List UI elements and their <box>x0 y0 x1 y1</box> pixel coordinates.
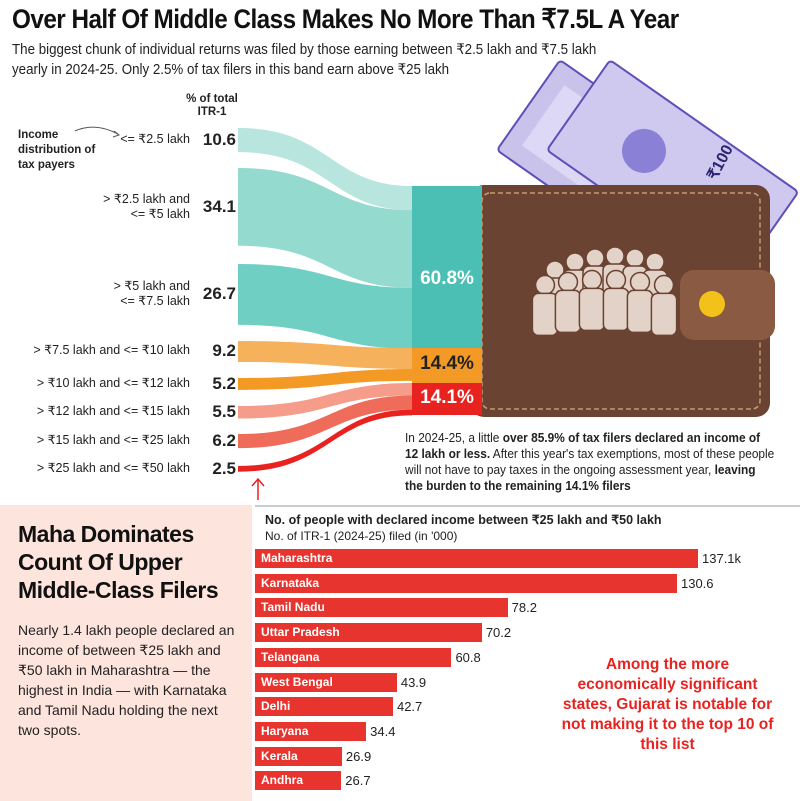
group-column <box>412 186 482 348</box>
bar <box>255 672 397 692</box>
bar-value-label: 60.8 <box>455 649 481 665</box>
bar <box>255 746 342 766</box>
sankey-category-label: > ₹2.5 lakh and <= ₹5 lakh <box>103 191 190 221</box>
group-column <box>412 348 482 383</box>
bar-category-label: Delhi <box>261 699 291 714</box>
panel-heading: Maha Dominates Count Of Upper Middle-Cla… <box>18 521 219 603</box>
bar <box>255 623 482 643</box>
sankey-value-label: 5.5 <box>212 402 236 422</box>
sankey-value-label: 2.5 <box>212 458 236 478</box>
sankey-flow <box>238 168 412 288</box>
bar-value-label: 43.9 <box>400 674 427 690</box>
bar <box>255 771 342 791</box>
sankey-value-label: 34.1 <box>202 196 236 216</box>
sankey-value-label: 10.6 <box>202 130 236 150</box>
bar <box>255 573 677 593</box>
sankey-value-label: 5.2 <box>212 373 236 393</box>
income-distribution-label: Income distribution of tax payers <box>18 129 96 171</box>
sankey-flow <box>238 409 412 472</box>
people-group-icon <box>531 246 678 337</box>
bar-category-label: West Bengal <box>261 674 333 689</box>
sankey-value-label: 6.2 <box>212 431 236 451</box>
gujarat-callout: Among the more economically significant … <box>561 656 774 753</box>
side-panel <box>0 505 252 801</box>
group-column <box>412 383 482 415</box>
sankey-category-label: > ₹10 lakh and <= ₹12 lakh <box>36 375 190 390</box>
bar <box>255 598 508 618</box>
sankey-flow <box>238 368 412 390</box>
sankey-category-label: > ₹5 lakh and <= ₹7.5 lakh <box>113 279 190 309</box>
bar-value-label: 42.7 <box>396 699 423 715</box>
subtitle: The biggest chunk of individual returns … <box>12 42 597 78</box>
bar-category-label: Andhra <box>261 773 303 788</box>
sankey-flow <box>238 341 412 369</box>
divider <box>255 505 800 507</box>
bar-value-label: 26.7 <box>345 773 371 789</box>
wallet-illustration <box>470 185 775 417</box>
group-label-red: 14.1% <box>420 387 474 408</box>
sankey-flow <box>238 383 412 419</box>
wallet-clasp-icon <box>699 291 725 317</box>
bar-value-label: 130.6 <box>680 575 714 591</box>
sankey-value-label: 26.7 <box>202 284 236 304</box>
bar-value-label: 26.9 <box>345 748 372 764</box>
summary-note: In 2024-25, a little over 85.9% of tax f… <box>405 431 775 493</box>
sankey-category-label: <= ₹2.5 lakh <box>120 132 190 147</box>
bar-category-label: Haryana <box>261 723 309 738</box>
group-label-teal: 60.8% <box>420 268 474 289</box>
bar <box>255 647 452 667</box>
column-header: % of total ITR-1 <box>186 93 238 118</box>
bar-category-label: Karnataka <box>261 575 320 590</box>
bar <box>255 697 393 717</box>
sankey-value-label: 9.2 <box>212 341 236 361</box>
sankey-category-label: > ₹25 lakh and <= ₹50 lakh <box>36 460 190 475</box>
bar-category-label: Kerala <box>261 748 298 763</box>
bar-value-label: 137.1k <box>702 551 742 566</box>
bar-chart-title: No. of people with declared income betwe… <box>265 513 662 527</box>
bar <box>255 721 367 741</box>
bar-category-label: Uttar Pradesh <box>261 625 340 640</box>
bar-value-label: 34.4 <box>370 723 396 739</box>
bar-value-label: 78.2 <box>511 600 537 616</box>
sankey-flow <box>238 264 412 349</box>
bar-category-label: Tamil Nadu <box>261 600 325 615</box>
sankey-flow <box>238 395 412 449</box>
sankey-graphic: ₹100 <box>74 60 798 500</box>
sankey-category-label: > ₹7.5 lakh and <= ₹10 lakh <box>33 343 190 358</box>
bar-category-label: Maharashtra <box>261 551 333 565</box>
bar <box>255 549 698 568</box>
group-label-orange: 14.4% <box>420 353 474 374</box>
sankey-category-label: > ₹12 lakh and <= ₹15 lakh <box>36 404 190 419</box>
sankey-flow <box>238 128 412 211</box>
bar-category-label: Telangana <box>261 649 320 664</box>
panel-text: Nearly 1.4 lakh people declared an incom… <box>18 622 235 738</box>
bar-chart-subtitle: No. of ITR-1 (2024-25) filed (in '000) <box>265 529 458 543</box>
page-title: Over Half Of Middle Class Makes No More … <box>12 4 679 34</box>
sankey-category-label: > ₹15 lakh and <= ₹25 lakh <box>36 433 190 448</box>
bar-value-label: 70.2 <box>485 625 512 641</box>
